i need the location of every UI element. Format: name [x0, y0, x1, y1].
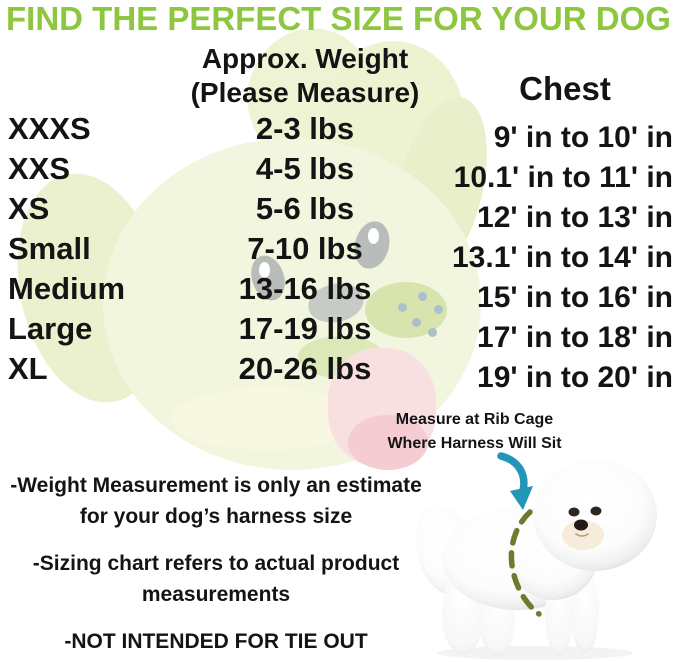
disclaimer-notes: -Weight Measurement is only an estimate …: [0, 470, 432, 662]
chest-value: 9' in to 10' in: [493, 121, 673, 154]
note-line: for your dog’s harness size: [79, 505, 353, 528]
weight-value: 5-6 lbs: [255, 191, 355, 226]
note-line: measurements: [141, 583, 291, 606]
size-label: XXS: [8, 151, 71, 186]
chest-column: 9' in to 10' in 10.1' in to 11' in 12' i…: [423, 118, 673, 398]
watermark-freckle: [428, 328, 437, 337]
chest-column-header: Chest: [519, 70, 611, 107]
chest-value: 10.1' in to 11' in: [453, 161, 673, 194]
page-title: FIND THE PERFECT SIZE FOR YOUR DOG: [6, 0, 671, 37]
size-column: XXXS XXS XS Small Medium Large XL: [8, 109, 125, 389]
size-label: Large: [8, 311, 93, 346]
dog-muzzle: [562, 520, 604, 550]
chest-value: 13.1' in to 14' in: [451, 241, 673, 274]
chest-value: 19' in to 20' in: [477, 361, 673, 394]
chest-value: 12' in to 13' in: [477, 201, 673, 234]
size-label: XL: [8, 351, 48, 386]
measure-annotation: Measure at Rib Cage Where Harness Will S…: [372, 408, 577, 456]
watermark-eye-left-highlight: [259, 262, 270, 278]
note-sizing-chart: -Sizing chart refers to actual product m…: [0, 548, 432, 610]
dog-eye: [568, 507, 580, 517]
note-weight-estimate: -Weight Measurement is only an estimate …: [0, 470, 432, 532]
weight-value: 2-3 lbs: [255, 111, 355, 146]
chest-value: 15' in to 16' in: [477, 281, 673, 314]
weight-column: 2-3 lbs 4-5 lbs 5-6 lbs 7-10 lbs 13-16 l…: [140, 109, 470, 389]
watermark-freckle: [412, 318, 421, 327]
dog-photo: [415, 452, 657, 660]
watermark-freckle: [434, 305, 443, 314]
watermark-eye-right-highlight: [368, 228, 379, 244]
weight-column-header: Approx. Weight (Please Measure): [140, 42, 470, 110]
weight-value: 7-10 lbs: [247, 231, 363, 266]
dog-nose: [574, 519, 588, 531]
dog-mouth: [575, 533, 589, 537]
size-label: Medium: [8, 271, 126, 306]
note-line: -NOT INTENDED FOR TIE OUT: [64, 630, 368, 653]
note-tie-out: -NOT INTENDED FOR TIE OUT: [0, 626, 432, 657]
annotation-line1: Measure at Rib Cage: [395, 411, 554, 428]
size-label: XXXS: [8, 111, 91, 146]
curved-arrow-head: [510, 486, 533, 510]
size-label: XS: [8, 191, 50, 226]
weight-header-line2: (Please Measure): [190, 77, 420, 108]
watermark-freckle: [418, 292, 427, 301]
chest-measure-dashed-line: [508, 509, 542, 617]
annotation-line2: Where Harness Will Sit: [387, 435, 562, 452]
watermark-tongue-inner: [348, 415, 428, 470]
weight-value: 20-26 lbs: [238, 351, 372, 386]
weight-value: 13-16 lbs: [238, 271, 372, 306]
weight-value: 4-5 lbs: [255, 151, 355, 186]
chest-value: 17' in to 18' in: [477, 321, 673, 354]
curved-arrow-icon: [497, 452, 528, 495]
weight-value: 17-19 lbs: [238, 311, 372, 346]
note-line: -Sizing chart refers to actual product: [32, 552, 400, 575]
size-label: Small: [8, 231, 91, 266]
weight-header-line1: Approx. Weight: [201, 43, 409, 74]
note-line: -Weight Measurement is only an estimate: [10, 474, 422, 497]
dog-eye: [590, 506, 602, 516]
watermark-freckle: [398, 303, 407, 312]
